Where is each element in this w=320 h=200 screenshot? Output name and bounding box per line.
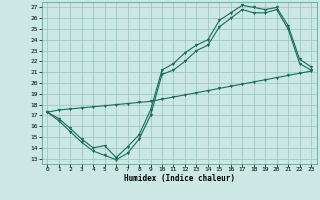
X-axis label: Humidex (Indice chaleur): Humidex (Indice chaleur) (124, 174, 235, 183)
